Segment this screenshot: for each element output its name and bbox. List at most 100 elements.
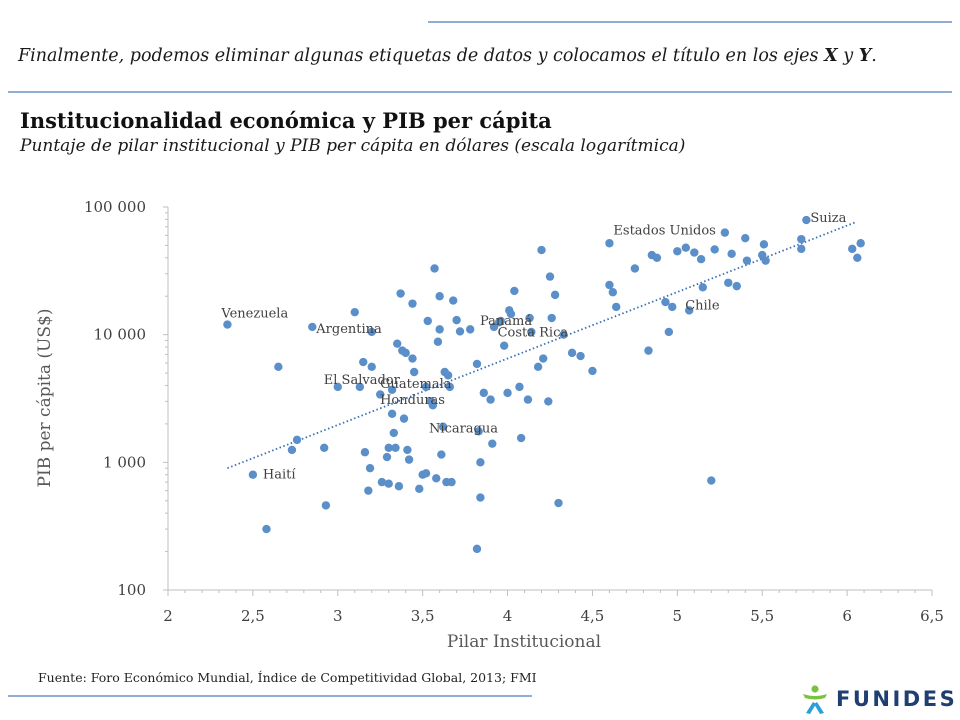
data-point	[644, 346, 653, 355]
data-point	[533, 362, 543, 372]
data-point	[724, 278, 733, 287]
data-point	[408, 299, 417, 308]
data-point	[802, 215, 811, 225]
x-tick-label: 3	[333, 607, 343, 625]
data-point	[608, 288, 618, 297]
data-point	[853, 253, 862, 263]
y-tick-label: 100	[117, 581, 146, 599]
y-axis-title: PIB per cápita (US$)	[35, 309, 55, 488]
x-tick-label: 5	[673, 607, 683, 625]
data-point	[399, 414, 409, 423]
data-point	[630, 264, 640, 273]
data-point	[759, 240, 769, 249]
data-point	[223, 320, 232, 329]
data-point	[681, 243, 691, 252]
data-point	[527, 327, 536, 337]
data-point	[365, 463, 375, 473]
data-point	[472, 359, 482, 369]
data-point	[690, 248, 699, 257]
data-point	[455, 327, 465, 336]
data-point	[382, 452, 392, 462]
point-label: Costa Rica	[498, 326, 569, 341]
data-point	[545, 272, 555, 281]
data-point	[506, 309, 516, 319]
data-point	[262, 524, 271, 534]
data-point	[707, 476, 716, 485]
data-point	[732, 281, 741, 291]
data-point	[761, 256, 770, 265]
point-label: Panamá	[480, 314, 532, 329]
data-point	[387, 385, 397, 394]
x-tick-label: 6	[842, 607, 852, 625]
intro-text: Finalmente, podemos eliminar algunas eti…	[18, 46, 877, 66]
data-point	[576, 351, 585, 361]
data-point	[605, 280, 614, 290]
funides-logo-icon	[803, 685, 827, 714]
data-point	[421, 469, 431, 478]
data-point	[292, 435, 302, 445]
chart-subtitle: Puntaje de pilar institucional y PIB per…	[20, 136, 686, 156]
x-tick-label: 6,5	[920, 607, 944, 625]
data-point	[559, 330, 568, 339]
y-tick-label: 10 000	[94, 326, 147, 344]
data-point	[433, 337, 443, 346]
x-tick-label: 2,5	[241, 607, 265, 625]
data-point	[652, 253, 662, 263]
data-point	[308, 322, 317, 332]
data-point	[550, 290, 560, 300]
data-point	[544, 397, 553, 406]
top-rule	[428, 21, 952, 23]
data-point	[394, 482, 404, 491]
point-label: Guatemala	[380, 377, 452, 392]
data-point	[449, 296, 458, 305]
point-label: Nicaragua	[429, 422, 498, 437]
data-point	[503, 388, 512, 398]
data-point	[486, 395, 495, 404]
data-point	[696, 255, 706, 264]
data-point	[248, 470, 258, 479]
data-point	[510, 286, 519, 296]
data-point	[710, 245, 719, 254]
data-point	[476, 458, 485, 467]
data-point	[499, 341, 509, 350]
x-axis-title: Pilar Institucional	[447, 632, 601, 652]
point-label: Argentina	[315, 322, 382, 337]
data-point	[727, 249, 736, 258]
data-point	[523, 395, 533, 404]
data-point	[496, 316, 505, 326]
data-point	[333, 382, 342, 392]
x-tick-label: 4,5	[581, 607, 605, 625]
chart-title: Institucionalidad económica y PIB per cá…	[20, 108, 552, 133]
logo-text: FUNIDES	[836, 687, 958, 711]
x-tick-label: 2	[163, 607, 173, 625]
point-label: El Salvador	[324, 373, 401, 388]
data-point	[360, 448, 370, 457]
data-point	[409, 367, 419, 377]
data-point	[479, 388, 488, 398]
data-point	[428, 401, 438, 410]
data-point	[856, 239, 865, 248]
x-tick-label: 4	[503, 607, 513, 625]
data-point	[720, 228, 730, 237]
data-point	[588, 366, 597, 376]
data-point	[661, 297, 670, 307]
data-point	[430, 264, 439, 273]
trendline	[227, 221, 856, 470]
data-point	[355, 382, 365, 392]
data-point	[403, 445, 412, 455]
data-point	[274, 362, 283, 372]
point-label: Chile	[685, 298, 720, 313]
data-point	[384, 443, 393, 452]
data-point	[435, 292, 444, 301]
funides-logo: FUNIDES	[800, 683, 957, 715]
data-point	[567, 348, 577, 358]
data-point	[367, 327, 376, 337]
y-tick-label: 100 000	[84, 198, 146, 216]
point-label: Haití	[263, 468, 296, 483]
data-point	[474, 427, 483, 436]
point-label: Estados Unidos	[613, 223, 715, 238]
data-point	[516, 433, 526, 443]
data-point	[472, 544, 482, 554]
data-point	[605, 239, 614, 248]
